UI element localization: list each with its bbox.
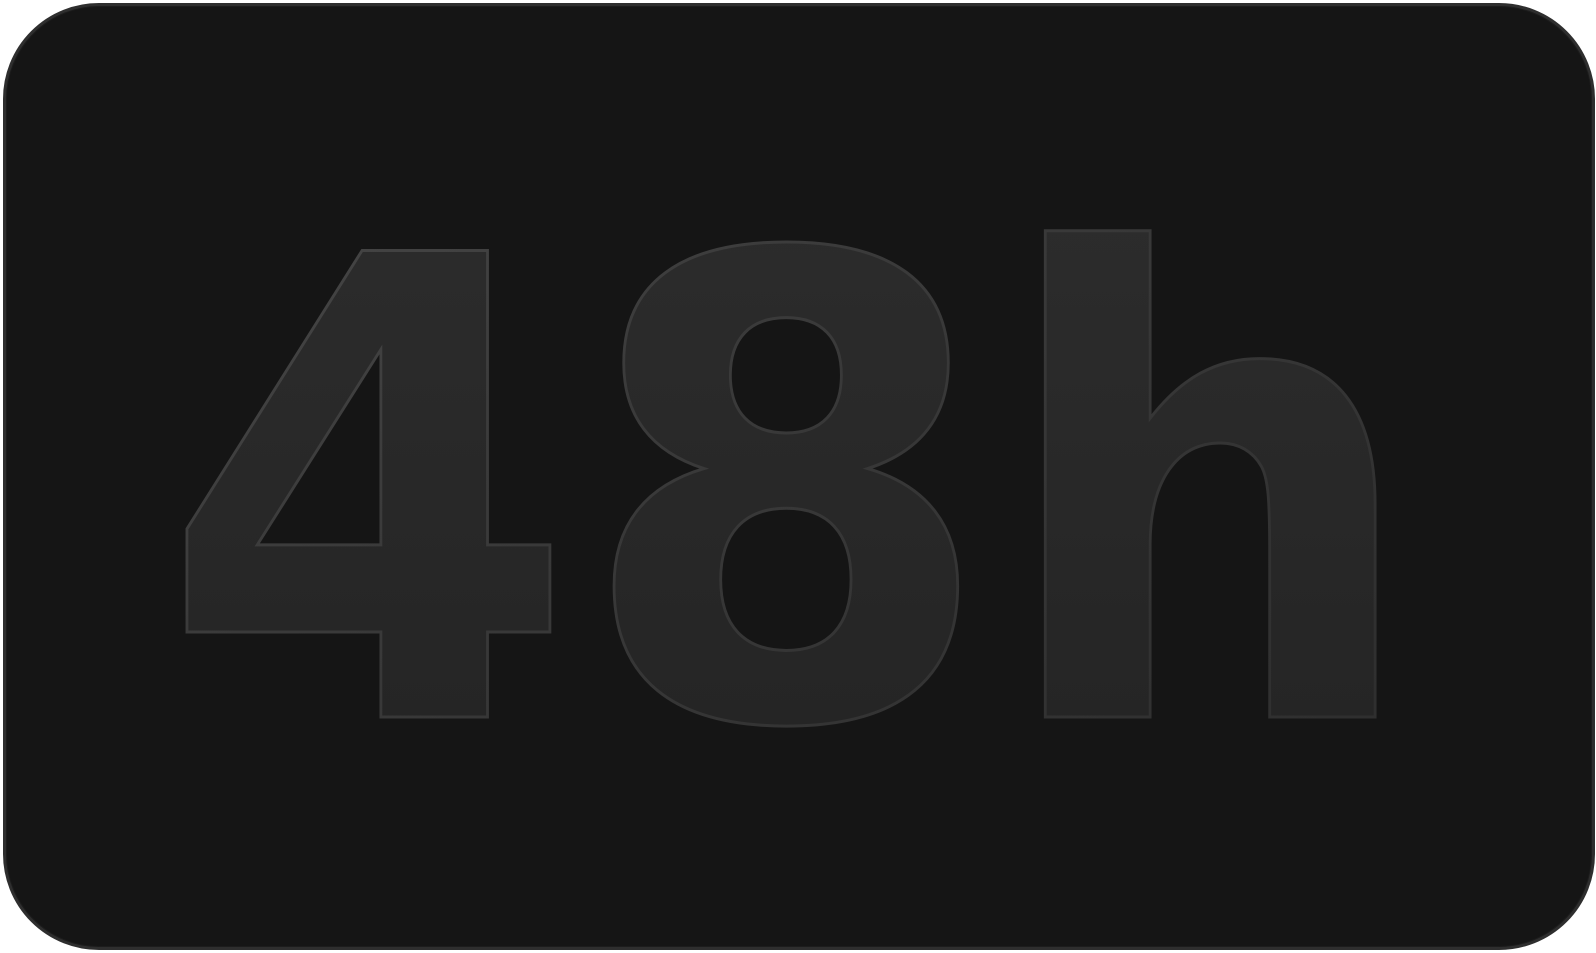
duration-glyphs: 48h [159, 122, 1424, 870]
duration-badge: 48h [3, 3, 1595, 950]
duration-value: 48h [160, 123, 1422, 868]
